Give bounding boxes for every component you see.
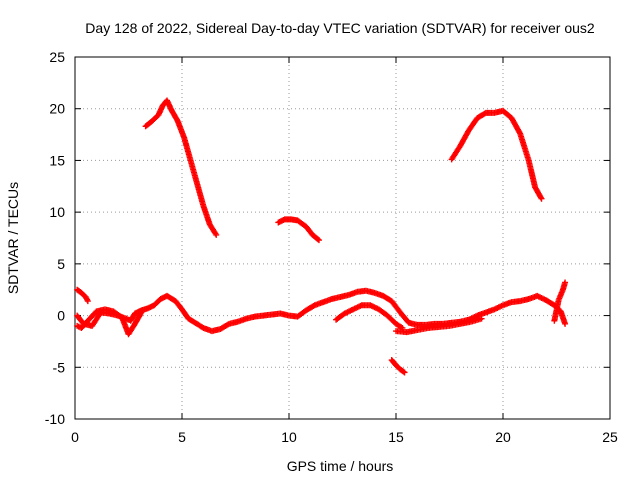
grid (75, 57, 610, 419)
y-tick-label: 20 (49, 101, 65, 117)
y-tick-label: 10 (49, 204, 65, 220)
data-point (562, 320, 569, 327)
y-tick-label: -5 (53, 359, 66, 375)
data-point (537, 194, 544, 201)
x-tick-label: 5 (178, 429, 186, 445)
x-tick-label: 15 (388, 429, 404, 445)
series-start-blip (74, 286, 91, 305)
y-tick-label: 5 (57, 256, 65, 272)
y-tick-label: 25 (49, 49, 65, 65)
series-arc-1 (142, 97, 220, 238)
data-point (138, 309, 145, 316)
data-point (401, 369, 408, 376)
data-point (516, 129, 523, 136)
x-tick-label: 20 (495, 429, 511, 445)
y-axis-label: SDTVAR / TECUs (5, 182, 21, 294)
chart-title: Day 128 of 2022, Sidereal Day-to-day VTE… (85, 20, 595, 36)
data-point (562, 279, 569, 286)
data-point (212, 230, 219, 237)
data-point (478, 315, 485, 322)
y-tick-label: 15 (49, 152, 65, 168)
y-tick-label: -10 (45, 411, 65, 427)
x-axis-label: GPS time / hours (287, 458, 394, 474)
data-point (400, 368, 407, 375)
series-baseline-2 (74, 306, 145, 338)
x-tick-label: 0 (71, 429, 79, 445)
x-tick-label: 25 (602, 429, 618, 445)
series-baseline-4 (393, 315, 485, 336)
x-tick-label: 10 (281, 429, 297, 445)
data-point (213, 231, 220, 238)
y-tick-label: 0 (57, 308, 65, 324)
data-point (84, 298, 91, 305)
series-baseline-5 (551, 279, 569, 324)
series-arc-2 (275, 216, 322, 244)
plot-frame (74, 56, 611, 420)
series-baseline-3 (333, 302, 406, 331)
axis-ticks: 0 5 10 15 20 25 -10 -5 0 5 10 15 20 25 (45, 49, 618, 445)
data-point (315, 237, 322, 244)
series-neg-blip (388, 357, 408, 376)
data-marks (74, 97, 569, 376)
data-point (314, 236, 321, 243)
series-baseline-1 (74, 287, 569, 335)
series-arc-3 (448, 107, 545, 202)
data-point (538, 195, 545, 202)
data-point (137, 310, 144, 317)
